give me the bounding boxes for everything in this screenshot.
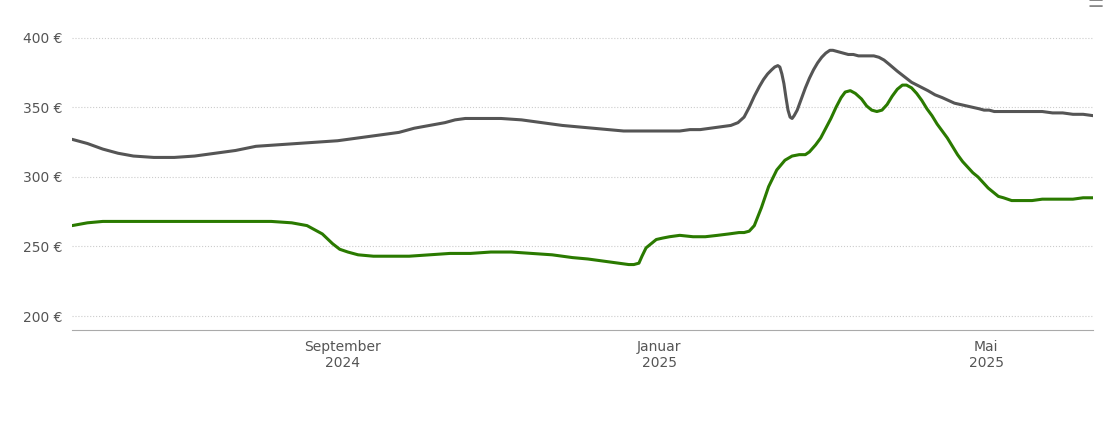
Text: ☰: ☰ <box>1088 0 1103 11</box>
